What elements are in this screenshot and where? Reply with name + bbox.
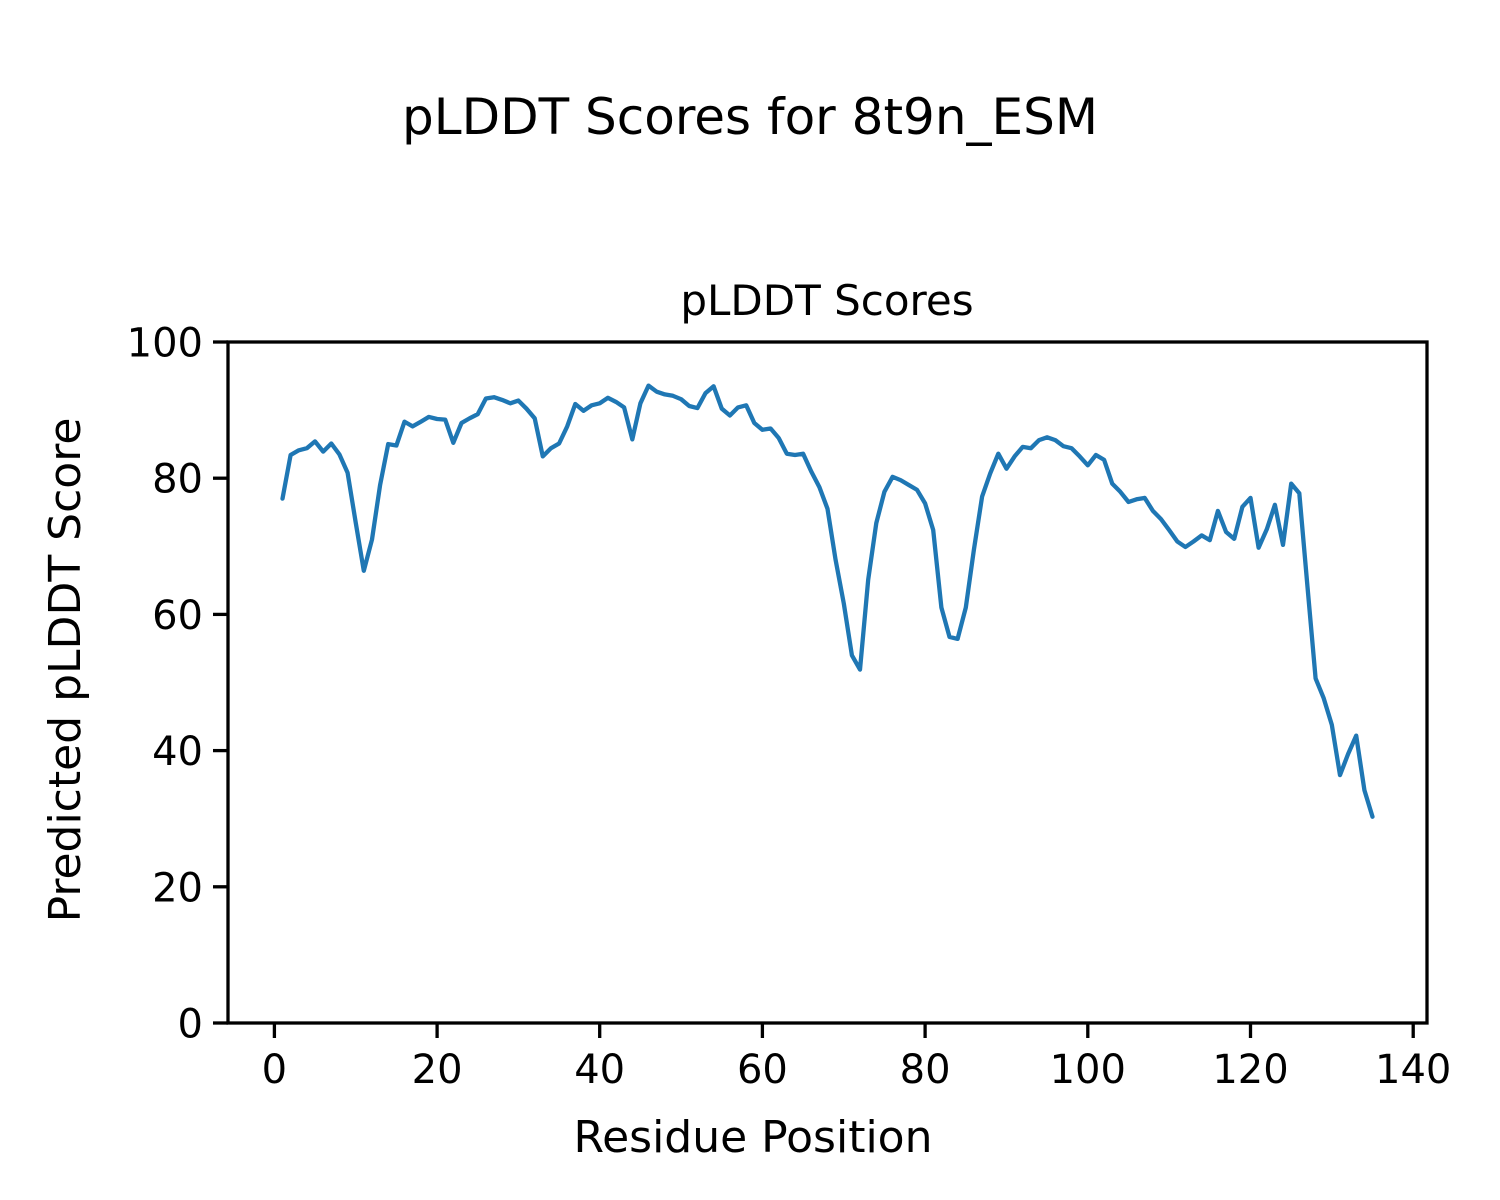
y-tick-label: 100 <box>127 321 203 367</box>
y-axis-ticks: 0 20 40 60 80 100 <box>127 321 228 1048</box>
x-tick-label: 40 <box>574 1047 625 1093</box>
y-axis-label: Predicted pLDDT Score <box>40 418 91 923</box>
x-tick-label: 140 <box>1375 1047 1451 1093</box>
x-axis-label: Residue Position <box>573 1112 932 1163</box>
x-axis-ticks: 0 20 40 60 80 100 120 140 <box>262 1023 1451 1093</box>
y-tick-label: 80 <box>152 457 203 503</box>
y-tick-label: 60 <box>152 593 203 639</box>
axes-frame <box>226 340 1429 1025</box>
x-tick-label: 120 <box>1212 1047 1288 1093</box>
y-tick-label: 40 <box>152 729 203 775</box>
x-tick-label: 0 <box>262 1047 287 1093</box>
x-tick-label: 80 <box>900 1047 951 1093</box>
axes-title: pLDDT Scores <box>680 276 973 325</box>
x-tick-label: 60 <box>737 1047 788 1093</box>
x-tick-label: 20 <box>412 1047 463 1093</box>
plddt-line <box>280 383 1375 819</box>
figure-suptitle: pLDDT Scores for 8t9n_ESM <box>402 88 1098 146</box>
y-tick-label: 20 <box>152 865 203 911</box>
y-tick-label: 0 <box>178 1002 203 1048</box>
x-tick-label: 100 <box>1050 1047 1126 1093</box>
